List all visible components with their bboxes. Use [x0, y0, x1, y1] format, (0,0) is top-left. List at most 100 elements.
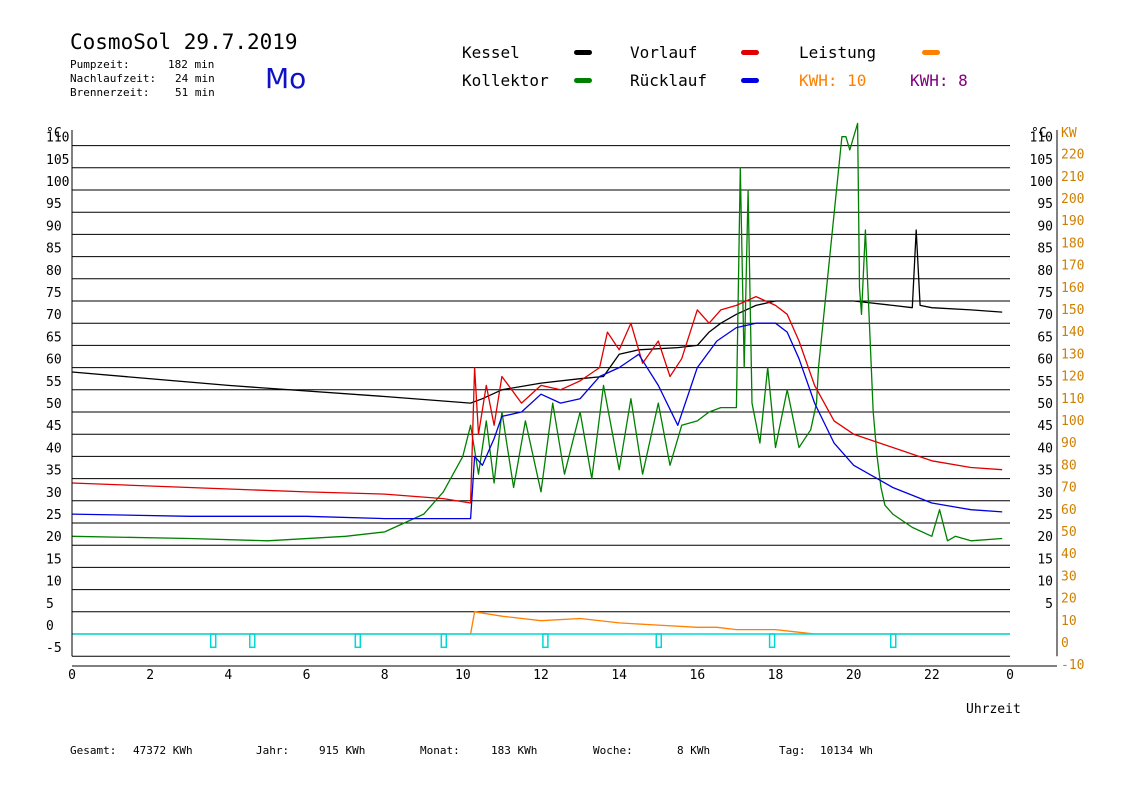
y-tick-label-kw: 60: [1061, 503, 1077, 518]
y-tick-label-left: 105: [46, 153, 69, 168]
stat-label-brennerzeit: Brennerzeit:: [70, 86, 150, 99]
y-tick-label-right: 110: [1030, 131, 1053, 146]
stat-label-nachlaufzeit: Nachlaufzeit:: [70, 72, 157, 85]
y-tick-label-left: -5: [46, 641, 62, 656]
series-line-kessel: [71, 229, 1003, 404]
pump-marker: [209, 633, 217, 649]
x-tick-label: 4: [224, 668, 232, 683]
y-tick-label-kw: 220: [1061, 148, 1084, 163]
y-tick-label-kw: 120: [1061, 370, 1084, 385]
legend-ruecklauf: Rücklauf: [630, 71, 708, 90]
legend-kwh-orange: KWH: 10: [799, 71, 867, 90]
y-tick-label-left: 5: [46, 597, 54, 612]
legend-kwh-purple: KWH: 8: [910, 71, 968, 90]
y-tick-label-kw: 130: [1061, 347, 1084, 362]
legend-kollektor-swatch: [574, 78, 592, 83]
y-tick-label-kw: 80: [1061, 458, 1077, 473]
pump-marker: [249, 633, 256, 649]
y-tick-label-left: 50: [46, 397, 62, 412]
legend-kollektor: Kollektor: [462, 71, 549, 90]
footer-jahr-label: Jahr:: [256, 744, 290, 757]
y-tick-label-left: 10: [46, 575, 62, 590]
y-tick-label-kw: 20: [1061, 592, 1077, 607]
y-tick-label-kw: 100: [1061, 414, 1084, 429]
y-tick-label-right: 25: [1037, 508, 1053, 523]
y-tick-label-right: 65: [1037, 330, 1053, 345]
x-tick-label: 20: [846, 668, 862, 683]
x-tick-label: 10: [455, 668, 471, 683]
y-tick-label-left: 95: [46, 197, 62, 212]
x-tick-label: 8: [381, 668, 389, 683]
pump-marker: [890, 633, 897, 649]
footer-monat-label: Monat:: [420, 744, 460, 757]
x-tick-label: 18: [768, 668, 784, 683]
y-tick-label-right: 80: [1037, 264, 1053, 279]
y-tick-label-right: 105: [1030, 153, 1053, 168]
y-unit-right: °C: [1031, 126, 1047, 141]
footer-woche-label: Woche:: [593, 744, 633, 757]
y-tick-label-left: 85: [46, 242, 62, 257]
y-tick-label-kw: 150: [1061, 303, 1084, 318]
y-tick-label-right: 5: [1045, 597, 1053, 612]
y-tick-label-right: 30: [1037, 486, 1053, 501]
y-tick-label-left: 110: [46, 131, 69, 146]
x-axis-label: Uhrzeit: [966, 702, 1021, 717]
legend-vorlauf: Vorlauf: [630, 43, 698, 62]
footer-gesamt-value: 47372 KWh: [133, 744, 193, 757]
footer-tag-value: 10134 Wh: [820, 744, 873, 757]
y-tick-label-left: 75: [46, 286, 62, 301]
legend-leistung-swatch: [922, 50, 940, 55]
y-tick-label-kw: 180: [1061, 236, 1084, 251]
x-tick-label: 0: [1006, 668, 1014, 683]
y-tick-label-left: 45: [46, 419, 62, 434]
y-tick-label-kw: 40: [1061, 547, 1077, 562]
footer-woche-value: 8 KWh: [677, 744, 711, 757]
chart-axes: [71, 130, 1058, 667]
legend-leistung: Leistung: [799, 43, 877, 62]
weekday-label: Mo: [265, 62, 307, 95]
y-tick-label-right: 90: [1037, 219, 1053, 234]
footer-monat-value: 183 KWh: [491, 744, 538, 757]
y-tick-label-left: 100: [46, 175, 69, 190]
y-tick-label-kw: 90: [1061, 436, 1077, 451]
y-tick-label-kw: 10: [1061, 614, 1077, 629]
y-tick-label-right: 95: [1037, 197, 1053, 212]
chart-title: CosmoSol 29.7.2019: [70, 30, 298, 54]
x-tick-label: 0: [68, 668, 76, 683]
legend-kessel: Kessel: [462, 43, 520, 62]
stat-value-brennerzeit: 51 min: [175, 86, 215, 99]
stat-value-pumpzeit: 182 min: [168, 58, 215, 71]
y-tick-label-left: 70: [46, 308, 62, 323]
y-tick-label-right: 60: [1037, 353, 1053, 368]
y-tick-label-right: 45: [1037, 419, 1053, 434]
y-tick-label-right: 40: [1037, 441, 1053, 456]
footer-gesamt-label: Gesamt:: [70, 744, 117, 757]
y-tick-label-right: 35: [1037, 464, 1053, 479]
y-tick-label-kw: 30: [1061, 569, 1077, 584]
x-tick-label: 22: [924, 668, 940, 683]
y-tick-label-right: 20: [1037, 530, 1053, 545]
y-tick-label-left: 90: [46, 219, 62, 234]
y-unit-left: °C: [46, 126, 62, 141]
y-tick-label-left: 60: [46, 353, 62, 368]
y-tick-label-kw: 70: [1061, 481, 1077, 496]
y-tick-label-kw: 110: [1061, 392, 1084, 407]
x-tick-label: 6: [303, 668, 311, 683]
x-tick-label: 2: [146, 668, 154, 683]
y-tick-label-kw: -10: [1061, 658, 1084, 673]
y-tick-label-left: 55: [46, 375, 62, 390]
y-tick-label-kw: 210: [1061, 170, 1084, 185]
legend-kessel-swatch: [574, 50, 592, 55]
x-tick-label: 12: [533, 668, 549, 683]
chart-series: [71, 122, 1010, 649]
y-tick-label-right: 100: [1030, 175, 1053, 190]
chart-tick-labels: °C °C KW-505101520253035404550556065707580…: [46, 126, 1084, 683]
chart-grid: [72, 145, 1010, 657]
pump-marker: [655, 633, 662, 649]
y-tick-label-kw: 140: [1061, 325, 1084, 340]
stat-label-pumpzeit: Pumpzeit:: [70, 58, 130, 71]
footer-jahr-value: 915 KWh: [319, 744, 366, 757]
y-tick-label-left: 20: [46, 530, 62, 545]
y-tick-label-left: 40: [46, 441, 62, 456]
